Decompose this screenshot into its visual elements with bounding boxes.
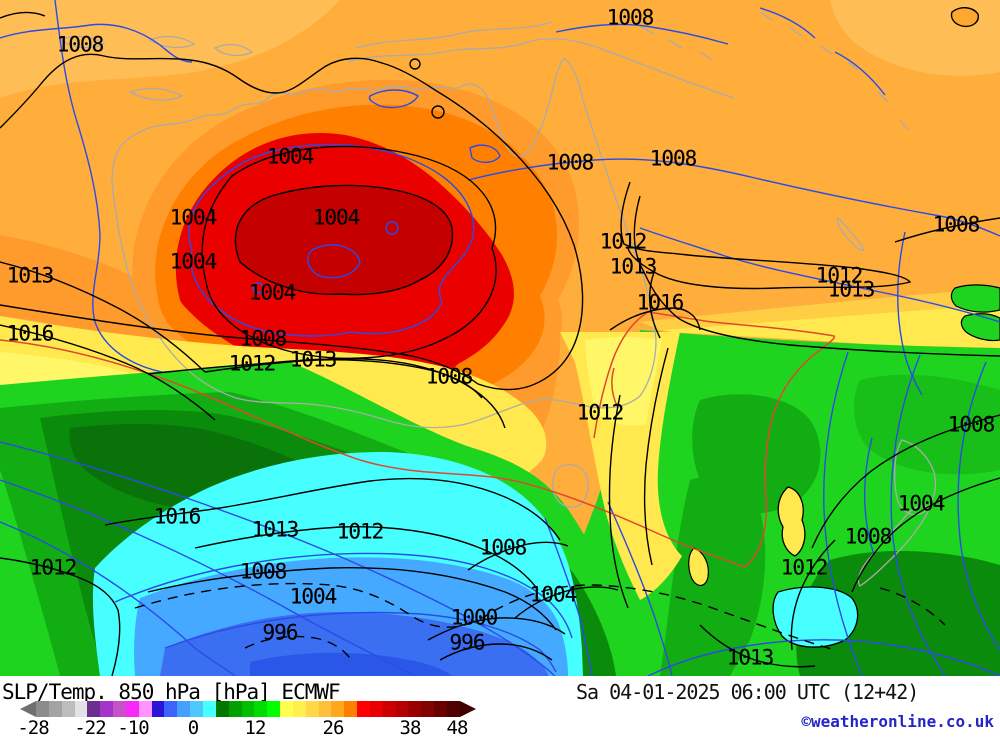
colorbar-segment xyxy=(267,701,281,717)
colorbar-segment xyxy=(434,701,447,717)
colorbar-tick: -28 xyxy=(17,717,49,739)
colorbar-segment xyxy=(395,701,409,717)
valid-datetime: Sa 04-01-2025 06:00 UTC (12+42) xyxy=(576,680,919,704)
colorbar-segment xyxy=(151,701,165,717)
colorbar-segment xyxy=(408,701,422,717)
colorbar-segment xyxy=(100,701,114,717)
map-title: SLP/Temp. 850 hPa [hPa] ECMWF xyxy=(2,680,341,704)
colorbar-tick: 38 xyxy=(399,717,422,739)
colorbar-tick: 48 xyxy=(446,717,469,739)
colorbar-segment xyxy=(190,701,203,717)
colorbar-segment xyxy=(447,701,460,717)
colorbar-segment xyxy=(74,701,88,717)
colorbar-tick: -22 xyxy=(74,717,106,739)
colorbar-segment xyxy=(87,701,101,717)
colorbar-segment xyxy=(318,701,332,717)
colorbar-segment xyxy=(421,701,435,717)
colorbar-segment xyxy=(215,701,229,717)
colorbar-segment xyxy=(138,701,152,717)
colorbar-tick: -10 xyxy=(117,717,149,739)
copyright-link[interactable]: ©weatheronline.co.uk xyxy=(801,712,994,731)
colorbar-segment xyxy=(48,701,62,717)
footer: SLP/Temp. 850 hPa [hPa] ECMWF Sa 04-01-2… xyxy=(0,676,1000,739)
colorbar-tick: 26 xyxy=(322,717,345,739)
colorbar-segment xyxy=(125,701,139,717)
colorbar-arrow-right xyxy=(460,701,476,717)
colorbar-segment xyxy=(357,701,370,717)
colorbar-segment xyxy=(228,701,242,717)
weather-map-graphic xyxy=(0,0,1000,676)
colorbar-segment xyxy=(202,701,216,717)
colorbar-segment xyxy=(344,701,358,717)
colorbar-segment xyxy=(369,701,383,717)
colorbar-segment xyxy=(36,701,49,717)
colorbar-segment xyxy=(61,701,75,717)
colorbar-segment xyxy=(292,701,306,717)
colorbar-segment xyxy=(164,701,178,717)
colorbar-tick: 12 xyxy=(244,717,267,739)
colorbar-segment xyxy=(280,701,293,717)
colorbar-arrow-left xyxy=(20,701,36,717)
colorbar-segment xyxy=(331,701,345,717)
colorbar-segment xyxy=(241,701,255,717)
colorbar-segment xyxy=(177,701,191,717)
colorbar-segment xyxy=(305,701,319,717)
colorbar-segment xyxy=(254,701,268,717)
temperature-colorbar xyxy=(36,701,460,717)
colorbar-tick: 0 xyxy=(187,717,199,739)
weather-map: 1008 1008 1004 1008 1008 1004 1004 1004 1013 1004… xyxy=(0,0,1000,676)
colorbar-segment xyxy=(382,701,396,717)
colorbar-segment xyxy=(113,701,126,717)
